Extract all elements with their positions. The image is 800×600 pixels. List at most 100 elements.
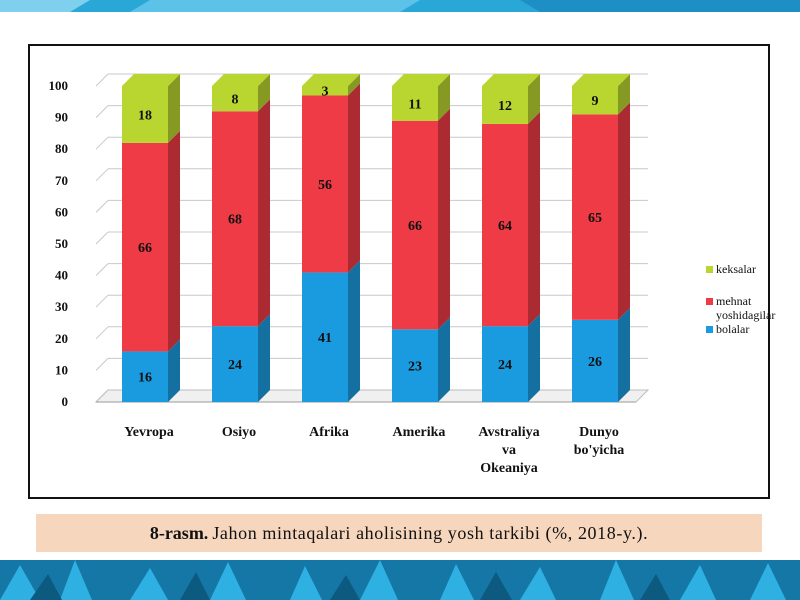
- legend-item-mehnat: mehnat yoshidagilar: [706, 294, 775, 322]
- bar-side-mehnat-yoshidagilar: [528, 111, 540, 327]
- bar-side-bolalar: [528, 314, 540, 402]
- gridline-side: [95, 73, 109, 87]
- bar-segment-bolalar: [572, 319, 618, 402]
- data-label-mehnat-yoshidagilar: 68: [228, 213, 242, 228]
- bar-top-keksalar: [212, 74, 270, 86]
- y-tick-label: 60: [55, 204, 68, 219]
- legend-label-bolalar: bolalar: [716, 322, 750, 336]
- data-label-bolalar: 24: [228, 358, 242, 373]
- data-label-mehnat-yoshidagilar: 64: [498, 219, 512, 234]
- y-tick-label: 80: [55, 141, 68, 156]
- bar-segment-keksalar: [122, 86, 168, 143]
- data-label-mehnat-yoshidagilar: 66: [138, 241, 152, 256]
- bar-segment-keksalar: [392, 86, 438, 121]
- data-label-keksalar: 18: [138, 108, 152, 123]
- y-tick-label: 50: [55, 236, 68, 251]
- legend-label-mehnat: mehnat yoshidagilar: [716, 294, 775, 322]
- data-label-keksalar: 8: [232, 93, 239, 108]
- bar-top-keksalar: [392, 74, 450, 86]
- chart-floor: [94, 389, 650, 403]
- bar-segment-bolalar: [392, 329, 438, 402]
- x-category-label: Amerika: [393, 425, 446, 440]
- y-tick-label: 100: [49, 78, 69, 93]
- data-label-mehnat-yoshidagilar: 65: [588, 211, 602, 226]
- y-tick-label: 10: [55, 362, 68, 377]
- bar-side-bolalar: [258, 314, 270, 402]
- gridline-side: [95, 294, 109, 308]
- bar-side-bolalar: [618, 307, 630, 402]
- x-category-label: Afrika: [309, 425, 349, 440]
- legend-label-mehnat-line2: yoshidagilar: [716, 308, 776, 322]
- bar-segment-keksalar: [302, 86, 348, 96]
- chart-frame: 0 10 20 30 40 50 60 70 80 90 100 16 66 18 Yevropa 24 68…: [28, 44, 775, 499]
- y-tick-label: 70: [55, 173, 68, 188]
- legend-swatch-keksalar: [706, 266, 713, 273]
- bar-top-keksalar: [482, 74, 540, 86]
- gridline-side: [95, 136, 109, 150]
- data-label-keksalar: 3: [322, 85, 329, 100]
- bar-segment-keksalar: [212, 86, 258, 112]
- bar-side-mehnat-yoshidagilar: [438, 108, 450, 330]
- gridline-side: [95, 168, 109, 182]
- legend-swatch-mehnat: [706, 298, 713, 305]
- bar-side-bolalar: [348, 260, 360, 402]
- data-label-mehnat-yoshidagilar: 66: [408, 219, 422, 234]
- data-label-bolalar: 23: [408, 360, 422, 375]
- x-category-label: Osiyo: [222, 425, 256, 440]
- data-label-keksalar: 12: [498, 99, 512, 114]
- x-category-label: Yevropa: [124, 425, 174, 440]
- figure-caption: 8-rasm. Jahon mintaqalari aholisining yo…: [36, 514, 762, 552]
- bar-segment-keksalar: [572, 86, 618, 115]
- bar-segment-bolalar: [482, 326, 528, 402]
- bar-side-mehnat-yoshidagilar: [348, 83, 360, 273]
- stacked-bar-chart: 0 10 20 30 40 50 60 70 80 90 100 16 66 18 Yevropa 24 68…: [49, 73, 650, 476]
- bar-segment-mehnat-yoshidagilar: [392, 120, 438, 330]
- legend-swatch-bolalar: [706, 326, 713, 333]
- bar-side-bolalar: [168, 339, 180, 402]
- y-tick-label: 90: [55, 110, 68, 125]
- bar-segment-bolalar: [302, 272, 348, 402]
- bar-side-mehnat-yoshidagilar: [168, 130, 180, 352]
- gridline-side: [95, 200, 109, 213]
- gridline-side: [95, 358, 109, 371]
- bottom-decorative-band: [0, 560, 800, 600]
- bar-segment-bolalar: [212, 326, 258, 402]
- data-label-bolalar: 26: [588, 355, 602, 370]
- gridline-side: [95, 263, 109, 276]
- bar-top-keksalar: [302, 74, 360, 86]
- gridline-side: [95, 326, 109, 340]
- y-tick-label: 0: [62, 394, 69, 409]
- bar-segment-mehnat-yoshidagilar: [302, 95, 348, 273]
- bar-side-keksalar: [618, 74, 630, 115]
- bar-side-keksalar: [528, 74, 540, 124]
- x-category-label: Dunyo: [579, 425, 619, 440]
- x-category-label: Avstraliya: [478, 425, 539, 440]
- bar-segment-bolalar: [122, 351, 168, 402]
- legend-item-bolalar: bolalar: [706, 322, 749, 336]
- x-category-label: bo'yicha: [574, 443, 625, 458]
- bar-side-mehnat-yoshidagilar: [258, 99, 270, 327]
- legend-label-keksalar: keksalar: [716, 262, 756, 276]
- top-decorative-band: [0, 0, 800, 12]
- caption-label: 8-rasm.: [149, 522, 209, 543]
- data-label-keksalar: 11: [408, 97, 421, 112]
- bar-side-keksalar: [348, 74, 360, 96]
- legend-item-keksalar: keksalar: [706, 262, 756, 276]
- x-category-label: va: [502, 443, 516, 458]
- x-category-label: Okeaniya: [480, 461, 538, 476]
- data-label-keksalar: 9: [592, 94, 599, 109]
- data-label-bolalar: 41: [318, 331, 332, 346]
- bar-segment-mehnat-yoshidagilar: [122, 142, 168, 352]
- data-label-bolalar: 24: [498, 358, 512, 373]
- bar-segment-mehnat-yoshidagilar: [212, 111, 258, 327]
- y-tick-label: 20: [55, 331, 68, 346]
- legend-label-mehnat-line1: mehnat: [716, 294, 752, 308]
- y-tick-label: 40: [55, 268, 68, 283]
- bar-top-keksalar: [572, 74, 630, 86]
- bar-segment-keksalar: [482, 86, 528, 124]
- bar-segment-mehnat-yoshidagilar: [482, 123, 528, 327]
- caption-text: Jahon mintaqalari aholisining yosh tarki…: [212, 522, 649, 543]
- bar-side-bolalar: [438, 317, 450, 402]
- bar-segment-mehnat-yoshidagilar: [572, 114, 618, 320]
- bar-side-keksalar: [168, 74, 180, 143]
